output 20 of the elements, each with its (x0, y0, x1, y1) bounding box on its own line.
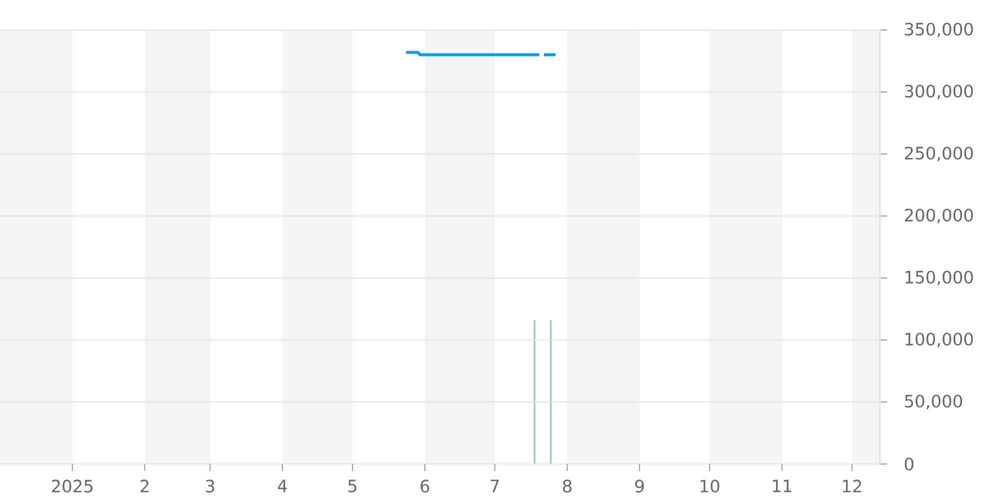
x-tick-label: 11 (773, 480, 792, 492)
y-tick-label: 150,000 (906, 270, 973, 286)
x-tick-label: 6 (420, 480, 430, 493)
y-tick-label: 0 (904, 458, 914, 470)
x-tick-label: 4 (278, 480, 287, 492)
y-tick-label: 300,000 (905, 84, 973, 100)
y-tick-label: 250,000 (904, 146, 973, 162)
x-tick-label: 10 (700, 480, 720, 493)
x-tick-label: 5 (348, 480, 356, 492)
x-tick-label: 12 (843, 480, 862, 492)
y-tick-label: 350,000 (905, 22, 973, 38)
x-tick-label: 3 (206, 480, 214, 493)
y-tick-label: 50,000 (905, 394, 962, 410)
x-tick-label: 8 (562, 480, 572, 493)
x-tick-label: 9 (635, 480, 644, 493)
y-tick-label: 100,000 (906, 332, 973, 348)
x-tick-label: 2 (140, 480, 148, 492)
x-tick-label: 2025 (52, 480, 92, 493)
x-tick-label: 7 (490, 480, 499, 492)
y-tick-label: 200,000 (904, 208, 973, 224)
